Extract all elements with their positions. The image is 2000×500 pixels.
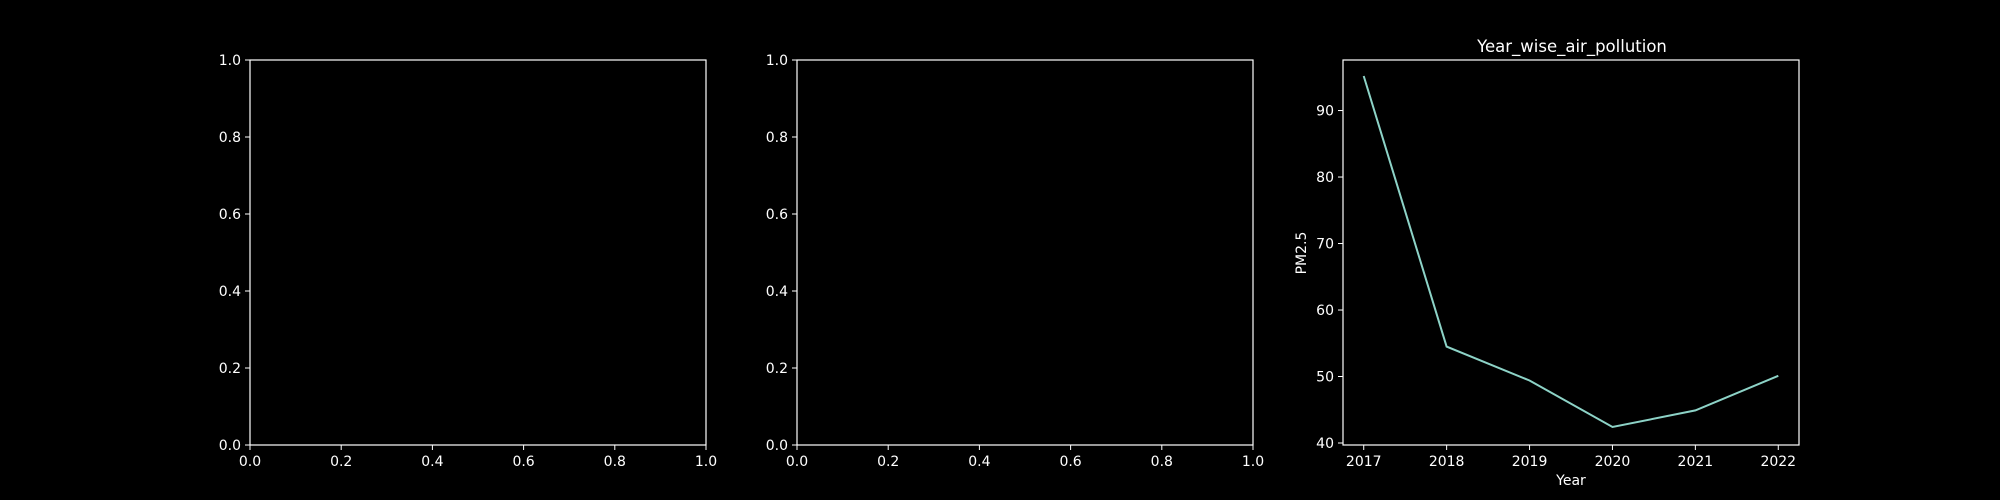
x-tick-label: 2018: [1429, 454, 1465, 470]
empty-axes-2: 0.0 0.2 0.4 0.6 0.8 1.0 0.0 0.2 0.4 0.6 0.8 1.0: [766, 53, 1264, 470]
y-tick-label: 0.6: [219, 207, 241, 223]
x-axis-label: Year: [1555, 473, 1586, 489]
x-tick-label: 1.0: [1242, 454, 1264, 470]
y-tick-label: 90: [1316, 104, 1334, 120]
y-axis-label: PM2.5: [1294, 232, 1310, 275]
y-tick-label: 80: [1316, 170, 1334, 186]
y-tick-label: 1.0: [219, 53, 241, 69]
x-tick-label: 0.6: [512, 454, 534, 470]
pm25-series-points: [1363, 75, 1779, 428]
x-tick-label: 0.2: [330, 454, 352, 470]
x-tick-label: 0.6: [1059, 454, 1081, 470]
pm25-series-line: [1362, 75, 1779, 429]
y-tick-label: 0.8: [766, 130, 788, 146]
empty-axes-1: 0.0 0.2 0.4 0.6 0.8 1.0 0.0 0.2 0.4 0.6 0.8 1.0: [219, 53, 717, 470]
axes-3-frame: [1342, 59, 1800, 446]
x-tick-label: 2017: [1346, 454, 1382, 470]
axes-1-ticks: 0.0 0.2 0.4 0.6 0.8 1.0 0.0 0.2 0.4 0.6 0.8 1.0: [219, 53, 717, 470]
x-tick-label: 0.4: [968, 454, 990, 470]
y-tick-label: 40: [1316, 436, 1334, 452]
x-tick-label: 0.4: [421, 454, 443, 470]
y-tick-label: 0.0: [766, 438, 788, 454]
y-tick-label: 60: [1316, 303, 1334, 319]
x-tick-label: 0.0: [786, 454, 808, 470]
axes-2-ticks: 0.0 0.2 0.4 0.6 0.8 1.0 0.0 0.2 0.4 0.6 0.8 1.0: [766, 53, 1264, 470]
x-tick-label: 1.0: [695, 454, 717, 470]
y-tick-label: 0.4: [766, 284, 788, 300]
y-tick-label: 50: [1316, 370, 1334, 386]
y-tick-label: 0.4: [219, 284, 241, 300]
y-tick-label: 0.2: [766, 361, 788, 377]
axes-2-frame: [796, 59, 1254, 446]
x-tick-label: 0.2: [877, 454, 899, 470]
x-tick-label: 2021: [1678, 454, 1714, 470]
x-tick-label: 2019: [1512, 454, 1548, 470]
x-tick-label: 2022: [1760, 454, 1796, 470]
pollution-line-chart: Year_wise_air_pollution 2017 2018 2019 2020…: [1294, 37, 1800, 489]
y-tick-label: 0.2: [219, 361, 241, 377]
y-tick-label: 0.6: [766, 207, 788, 223]
y-tick-label: 0.8: [219, 130, 241, 146]
x-tick-label: 0.8: [604, 454, 626, 470]
axes-3-ticks: 2017 2018 2019 2020 2021 2022 40 50 60 70 80 90: [1316, 104, 1796, 470]
chart-title: Year_wise_air_pollution: [1476, 37, 1667, 57]
y-tick-label: 1.0: [766, 53, 788, 69]
x-tick-label: 2020: [1595, 454, 1631, 470]
y-tick-label: 0.0: [219, 438, 241, 454]
x-tick-label: 0.8: [1151, 454, 1173, 470]
y-tick-label: 70: [1316, 237, 1334, 253]
axes-1-frame: [249, 59, 707, 446]
x-tick-label: 0.0: [239, 454, 261, 470]
